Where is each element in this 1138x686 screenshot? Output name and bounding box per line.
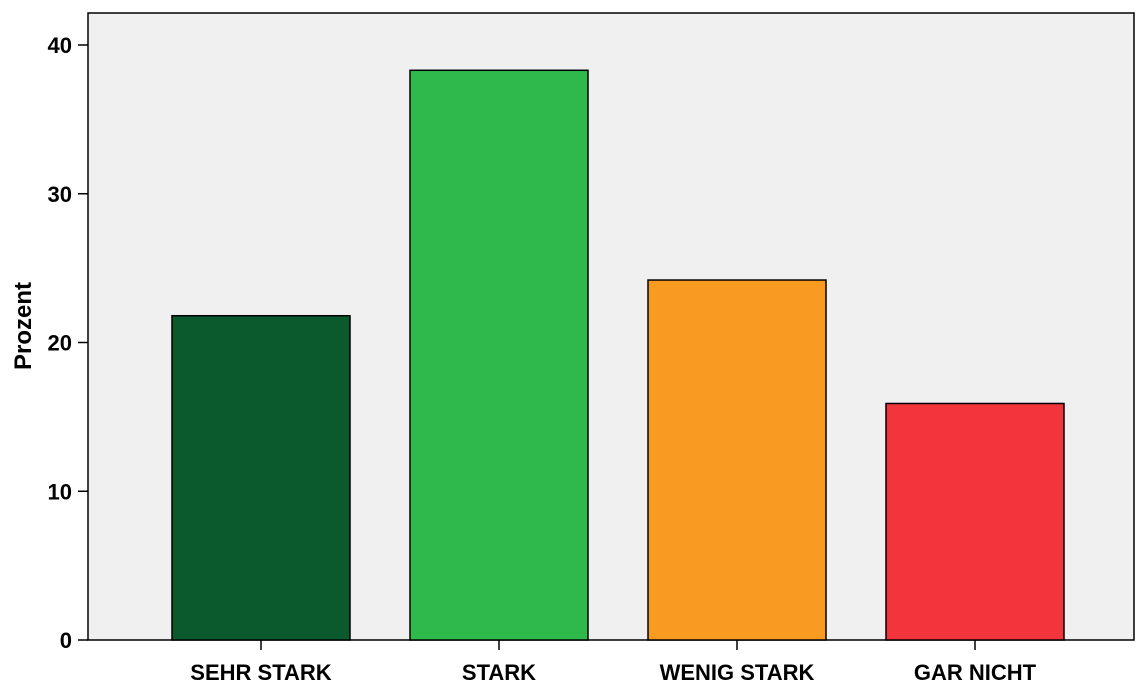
bar-wenig-stark <box>647 279 827 641</box>
x-tick-label: GAR NICHT <box>914 660 1037 685</box>
bars-group <box>171 69 1065 641</box>
bar-stark <box>409 69 589 641</box>
y-tick-label: 20 <box>48 331 72 356</box>
x-axis: SEHR STARK STARK WENIG STARK GAR NICHT <box>190 640 1037 685</box>
y-axis-title: Prozent <box>10 282 37 370</box>
bar-sehr-stark <box>171 314 351 641</box>
y-axis: 0 10 20 30 40 <box>48 33 88 653</box>
x-tick-label: STARK <box>462 660 536 685</box>
y-tick-label: 30 <box>48 182 72 207</box>
y-tick-label: 10 <box>48 479 72 504</box>
bar-gar-nicht <box>885 402 1065 641</box>
y-tick-label: 0 <box>60 628 72 653</box>
x-tick-label: WENIG STARK <box>660 660 815 685</box>
y-tick-label: 40 <box>48 33 72 58</box>
x-tick-label: SEHR STARK <box>190 660 331 685</box>
